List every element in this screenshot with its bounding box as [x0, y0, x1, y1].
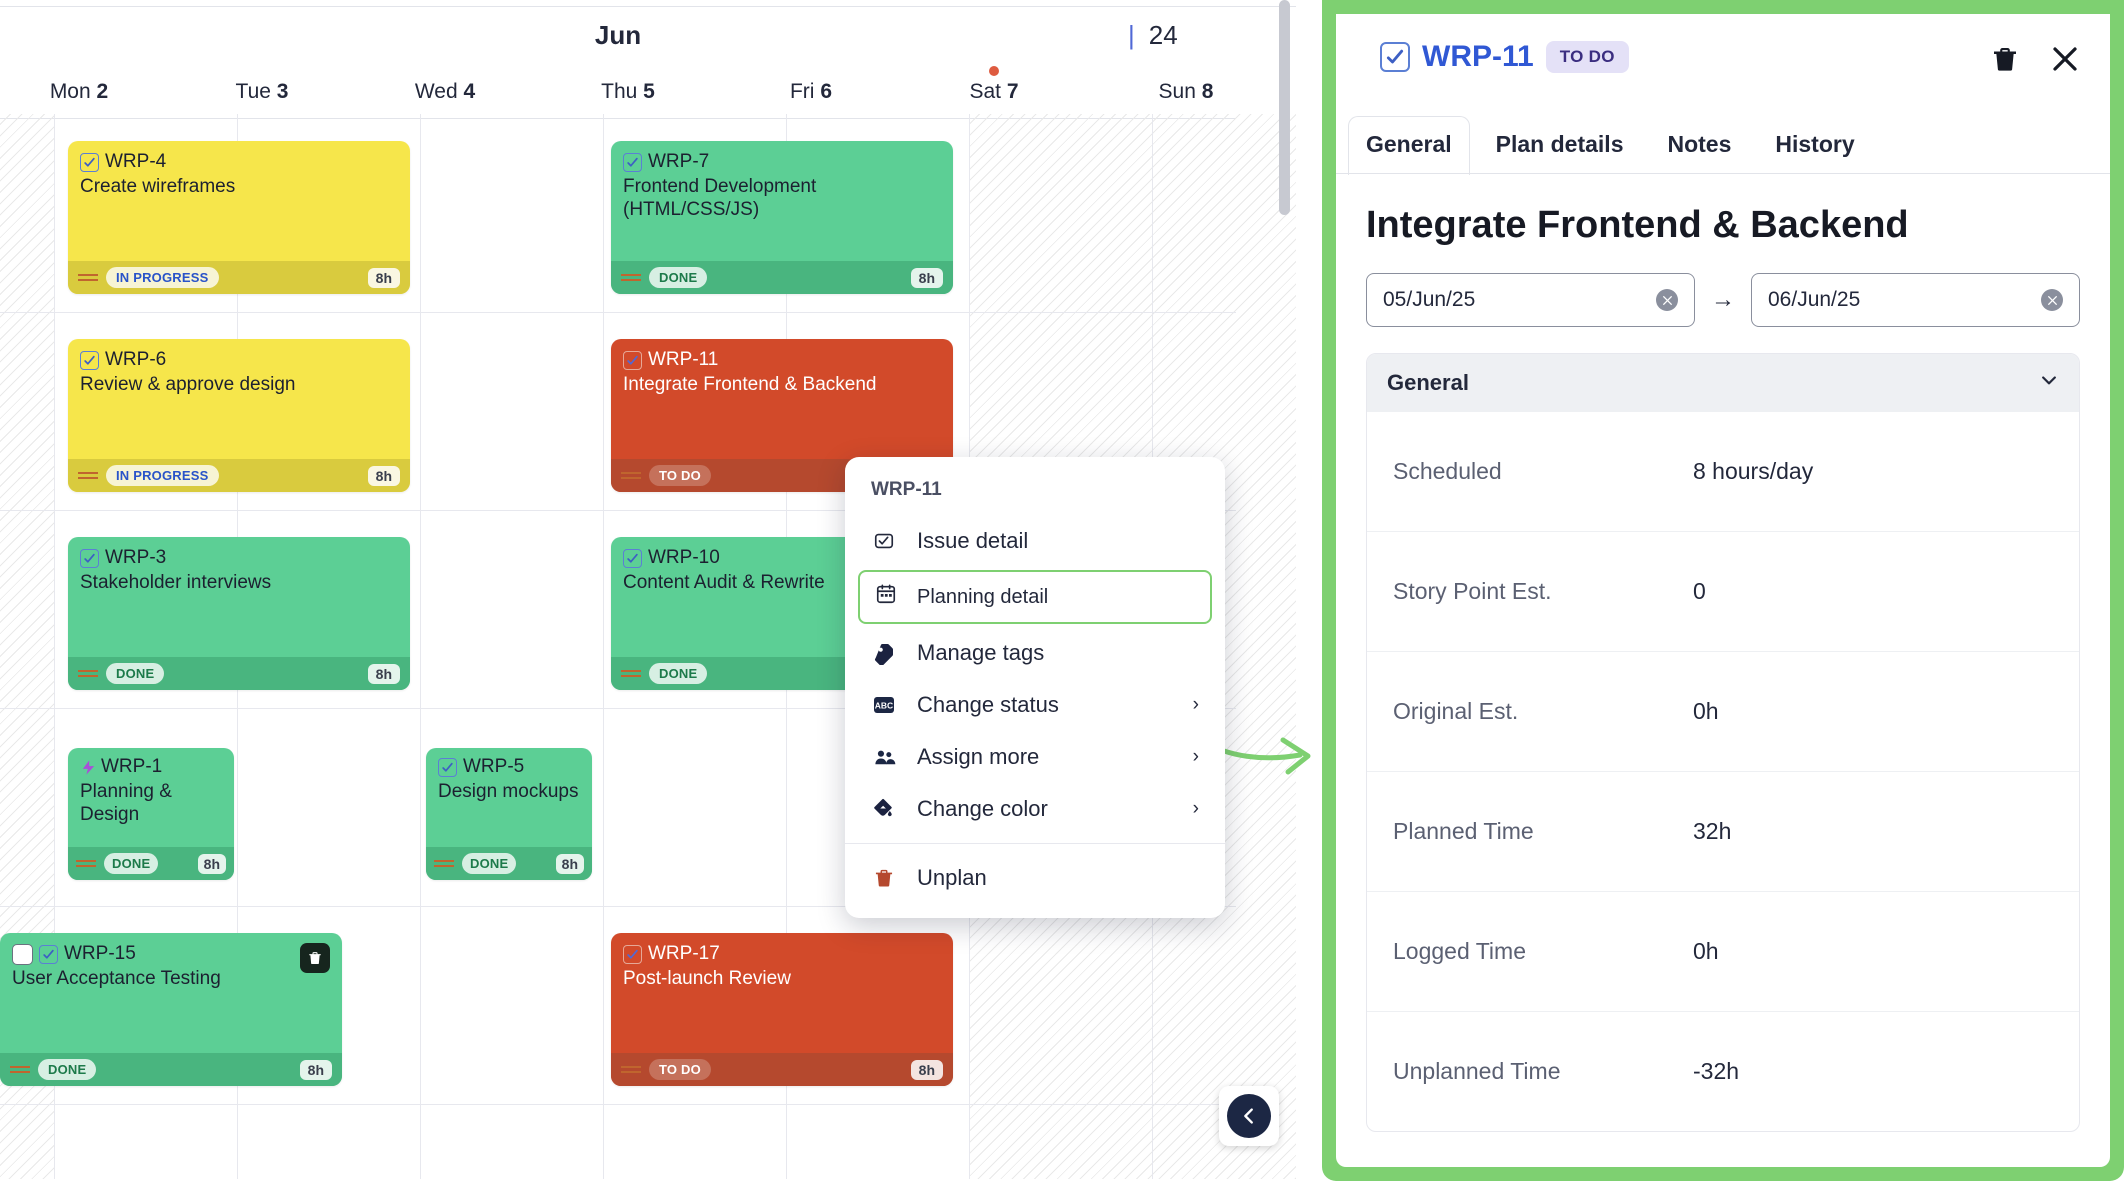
svg-text:ABC: ABC: [875, 701, 893, 711]
